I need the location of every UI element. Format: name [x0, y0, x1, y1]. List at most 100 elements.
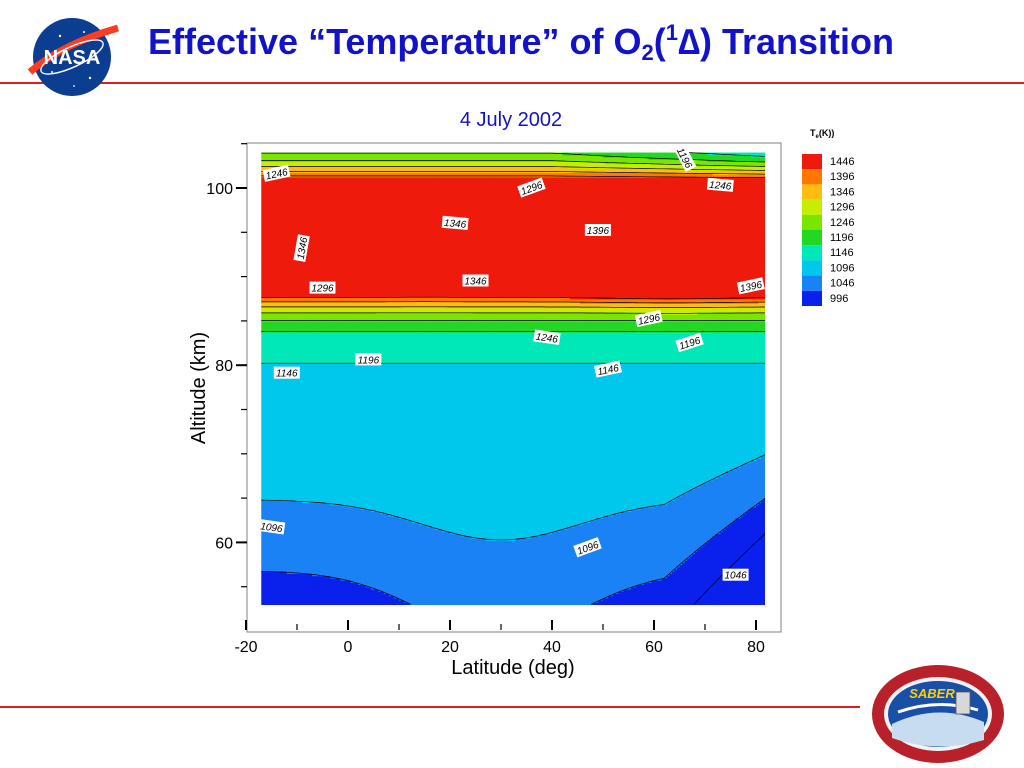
contour-cell — [268, 247, 273, 251]
contour-cell — [261, 471, 265, 475]
contour-cell — [276, 351, 280, 355]
contour-cell — [279, 309, 283, 313]
contour-cell — [284, 325, 288, 329]
contour-cell — [268, 234, 273, 238]
contour-cell — [289, 256, 293, 260]
contour-cell — [261, 281, 265, 284]
contour-cell — [284, 586, 288, 590]
contour-cell — [266, 535, 270, 539]
contour-cell — [281, 506, 285, 510]
contour-cell — [284, 207, 288, 211]
contour-cell — [279, 380, 283, 384]
contour-cell — [276, 580, 280, 583]
contour-cell — [271, 478, 275, 481]
contour-cell — [284, 438, 288, 442]
contour-cell — [281, 487, 285, 490]
contour-cell — [276, 212, 280, 216]
contour-cell — [286, 493, 290, 497]
contour-cell — [286, 495, 290, 499]
contour-cell — [284, 398, 288, 402]
contour-cell — [263, 464, 267, 468]
contour-cell — [274, 535, 278, 539]
contour-cell — [276, 577, 280, 581]
contour-cell — [289, 289, 293, 293]
contour-cell — [276, 238, 280, 242]
contour-cell — [268, 573, 273, 577]
contour-cell — [274, 515, 278, 519]
contour-cell — [279, 378, 283, 382]
contour-cell — [271, 336, 275, 340]
contour-cell — [284, 256, 288, 260]
contour-cell — [284, 409, 288, 413]
contour-cell — [263, 243, 267, 247]
contour-cell — [279, 542, 283, 546]
contour-cell — [271, 232, 275, 236]
contour-cell — [268, 422, 273, 426]
contour-cell — [276, 473, 280, 477]
contour-cell — [263, 411, 267, 415]
contour-cell — [263, 258, 267, 262]
contour-cell — [279, 495, 283, 499]
contour-cell — [289, 546, 293, 550]
contour-cell — [281, 261, 285, 264]
contour-cell — [276, 566, 280, 570]
contour-cell — [281, 387, 285, 391]
contour-cell — [286, 223, 290, 227]
contour-cell — [263, 537, 267, 541]
contour-cell — [261, 566, 265, 570]
contour-cell — [284, 320, 288, 324]
contour-cell — [286, 356, 290, 360]
contour-cell — [263, 241, 267, 244]
contour-cell — [276, 343, 280, 346]
contour-cell — [268, 201, 273, 205]
contour-cell — [268, 566, 273, 570]
contour-cell — [263, 247, 267, 251]
contour-cell — [268, 431, 273, 435]
contour-cell — [286, 329, 290, 333]
contour-cell — [279, 236, 283, 240]
contour-cell — [284, 440, 288, 444]
contour-cell — [281, 549, 285, 552]
contour-cell — [276, 232, 280, 236]
contour-cell — [279, 314, 283, 318]
contour-cell — [286, 343, 290, 346]
contour-cell — [266, 537, 270, 541]
contour-cell — [271, 480, 275, 484]
contour-cell — [284, 555, 288, 559]
contour-cell — [263, 312, 267, 315]
contour-cell — [263, 276, 267, 280]
contour-cell — [271, 491, 275, 495]
contour-cell — [268, 515, 273, 519]
contour-cell — [284, 278, 288, 282]
contour-cell — [271, 577, 275, 581]
contour-cell — [266, 214, 270, 218]
contour-cell — [271, 584, 275, 588]
contour-cell — [281, 156, 285, 160]
contour-cell — [276, 201, 280, 205]
contour-cell — [271, 258, 275, 262]
contour-cell — [271, 416, 275, 419]
contour-cell — [271, 360, 275, 364]
contour-cell — [263, 354, 267, 357]
contour-cell — [281, 254, 285, 258]
contour-cell — [279, 489, 283, 493]
contour-cell — [266, 400, 270, 404]
contour-cell — [266, 188, 270, 191]
contour-cell — [266, 276, 270, 280]
contour-cell — [281, 312, 285, 315]
contour-cell — [286, 243, 290, 247]
contour-cell — [261, 580, 265, 583]
contour-cell — [271, 475, 275, 479]
contour-cell — [286, 181, 290, 185]
contour-cell — [266, 152, 270, 156]
contour-cell — [274, 500, 278, 504]
contour-cell — [279, 433, 283, 437]
contour-cell — [276, 227, 280, 231]
contour-cell — [274, 484, 278, 488]
contour-cell — [268, 511, 273, 515]
contour-cell — [281, 440, 285, 444]
contour-cell — [276, 491, 280, 495]
contour-cell — [289, 447, 293, 450]
contour-cell — [284, 300, 288, 304]
contour-cell — [284, 194, 288, 198]
